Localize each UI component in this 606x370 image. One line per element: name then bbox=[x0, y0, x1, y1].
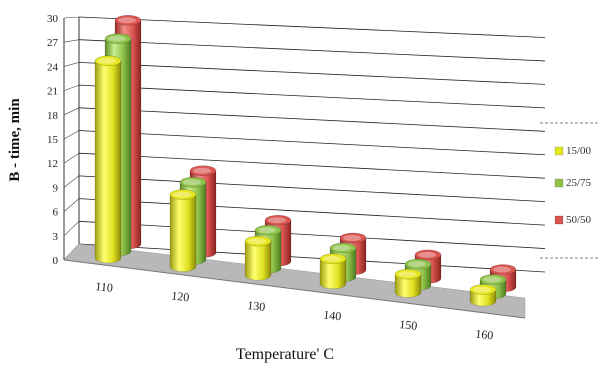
gridline bbox=[78, 152, 546, 179]
x-tick-label: 160 bbox=[475, 327, 494, 343]
gridline-side bbox=[63, 175, 80, 188]
y-tick-label: 18 bbox=[47, 110, 59, 122]
y-tick-label: 9 bbox=[53, 182, 59, 194]
legend-swatch bbox=[554, 178, 564, 188]
gridline bbox=[78, 198, 546, 226]
gridline bbox=[78, 243, 546, 273]
gridline-side bbox=[63, 107, 80, 116]
y-tick-labels: 0 3 6 9 12 15 18 21 24 27 30 bbox=[47, 13, 59, 267]
gridline-side bbox=[63, 130, 80, 140]
legend-swatch bbox=[554, 146, 564, 156]
legend-label: 50/50 bbox=[566, 214, 592, 226]
gridline bbox=[78, 39, 546, 62]
x-axis-title: Temperature' C bbox=[236, 346, 334, 363]
floor-front-edge bbox=[63, 259, 526, 319]
legend: 15/00 25/75 50/50 bbox=[540, 122, 600, 259]
x-tick-label: 130 bbox=[247, 298, 266, 314]
y-axis-title: B - time, min bbox=[7, 98, 23, 182]
bar bbox=[169, 189, 197, 272]
y-tick-label: 30 bbox=[47, 13, 59, 25]
legend-swatch bbox=[554, 215, 564, 225]
x-tick-label: 150 bbox=[399, 317, 418, 333]
legend-item: 15/00 bbox=[554, 145, 592, 157]
gridline bbox=[78, 175, 546, 203]
y-tick-label: 6 bbox=[53, 207, 59, 219]
gridline bbox=[78, 62, 546, 85]
gridline bbox=[78, 16, 546, 38]
y-tick-label: 15 bbox=[47, 134, 59, 146]
y-tick-label: 3 bbox=[53, 231, 59, 243]
x-tick-labels: 110 120 130 140 150 160 bbox=[95, 279, 494, 342]
gridline-side bbox=[63, 198, 80, 212]
y-tick-label: 12 bbox=[47, 158, 58, 170]
gridline bbox=[78, 84, 546, 109]
bar bbox=[469, 284, 497, 307]
gridline-side bbox=[63, 84, 80, 91]
bar bbox=[244, 235, 272, 281]
gridline-side bbox=[63, 221, 80, 237]
legend-item: 25/75 bbox=[554, 177, 592, 189]
gridlines bbox=[63, 16, 546, 273]
gridline bbox=[78, 107, 546, 132]
gridline bbox=[78, 130, 546, 156]
bar bbox=[94, 55, 122, 264]
y-tick-label: 0 bbox=[53, 255, 59, 267]
gridline-side bbox=[63, 16, 80, 19]
bar bbox=[319, 253, 347, 290]
legend-item: 50/50 bbox=[554, 214, 592, 226]
gridline bbox=[78, 220, 546, 249]
x-tick-label: 110 bbox=[95, 279, 114, 295]
gridline-side bbox=[63, 152, 80, 164]
chart-floor bbox=[63, 243, 526, 319]
x-tick-label: 120 bbox=[171, 289, 190, 305]
bars bbox=[94, 15, 517, 307]
y-tick-label: 27 bbox=[47, 37, 59, 49]
y-tick-label: 24 bbox=[47, 61, 59, 73]
gridline-side bbox=[63, 62, 80, 67]
bar bbox=[394, 268, 422, 298]
legend-label: 25/75 bbox=[566, 177, 592, 189]
gridline-side bbox=[63, 39, 80, 43]
x-tick-label: 140 bbox=[323, 308, 342, 324]
legend-label: 15/00 bbox=[566, 145, 592, 157]
y-tick-label: 21 bbox=[47, 86, 58, 98]
